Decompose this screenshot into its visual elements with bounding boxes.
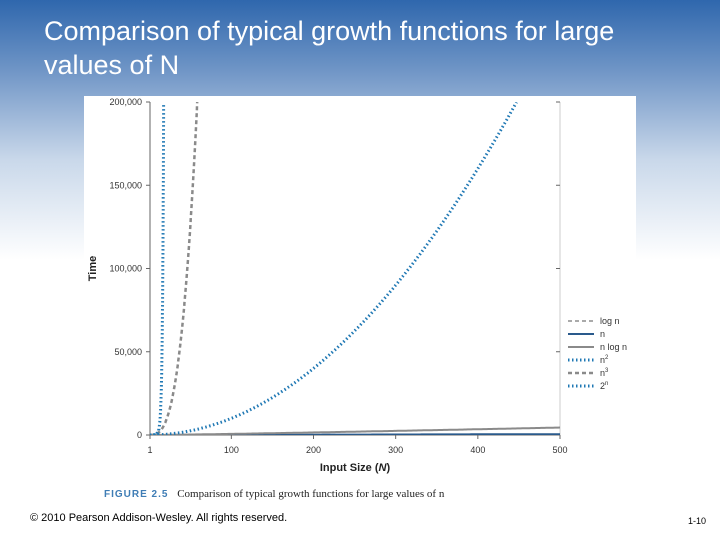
x-tick-label-5: 500: [552, 445, 567, 455]
legend-sup-n-cubed: 3: [605, 367, 609, 374]
legend-item-n: n: [568, 327, 636, 340]
legend-sup-n-squared: 2: [605, 354, 609, 361]
legend-swatch-log-n: [568, 320, 594, 321]
series-line-n2: [150, 102, 518, 435]
x-axis-label: Input Size (N): [320, 462, 391, 474]
legend-label-n-squared: n2: [600, 354, 609, 365]
y-tick-label-0: 0: [137, 430, 142, 440]
legend-item-n-squared: n2: [568, 353, 636, 366]
figure-caption-text: Comparison of typical growth functions f…: [177, 488, 445, 500]
series-line-n3: [150, 102, 199, 435]
growth-chart: 0 50,000 100,000 150,000 200,000 1 100 200 300 40…: [87, 97, 568, 474]
legend-label-n: n: [600, 328, 606, 339]
legend-label-2-to-n: 2n: [600, 380, 609, 391]
figure-panel: 0 50,000 100,000 150,000 200,000 1 100 200 300 40…: [84, 96, 636, 504]
x-tick-label-0: 1: [147, 445, 152, 455]
legend-swatch-n-cubed: [568, 371, 594, 374]
series-line-2n: [150, 104, 166, 435]
y-tick-label-4: 200,000: [109, 97, 142, 107]
legend-label-log-n: log n: [600, 315, 620, 326]
slide-number: 1-10: [687, 516, 706, 526]
legend-label-n-log-n: n log n: [600, 341, 628, 352]
y-tick-label-3: 150,000: [109, 180, 142, 190]
legend-item-log-n: log n: [568, 314, 636, 327]
x-tick-label-4: 400: [470, 445, 485, 455]
legend-swatch-2-to-n: [568, 384, 594, 387]
x-tick-label-3: 300: [388, 445, 403, 455]
slide-title: Comparison of typical growth functions f…: [44, 16, 615, 80]
legend-item-n-log-n: n log n: [568, 340, 636, 353]
series-line-n-log-n: [150, 426, 560, 435]
y-tick-label-1: 50,000: [114, 347, 142, 357]
figure-number: FIGURE 2.5: [104, 489, 169, 500]
legend-item-n-cubed: n3: [568, 366, 636, 379]
legend-swatch-n-squared: [568, 358, 594, 361]
legend-label-n-cubed: n3: [600, 367, 609, 378]
legend-item-2-to-n: 2n: [568, 379, 636, 392]
y-tick-label-2: 100,000: [109, 264, 142, 274]
x-tick-label-2: 200: [306, 445, 321, 455]
copyright-text: © 2010 Pearson Addison-Wesley. All right…: [30, 512, 288, 524]
figure-caption: FIGURE 2.5 Comparison of typical growth …: [104, 488, 444, 500]
legend-swatch-n-log-n: [568, 345, 594, 348]
y-axis-label: Time: [87, 256, 99, 281]
legend-swatch-n: [568, 332, 594, 335]
x-tick-label-1: 100: [224, 445, 239, 455]
legend-sup-2-to-n: n: [605, 380, 609, 387]
chart-legend: log n n n log n n2 n3 2n: [568, 314, 636, 392]
